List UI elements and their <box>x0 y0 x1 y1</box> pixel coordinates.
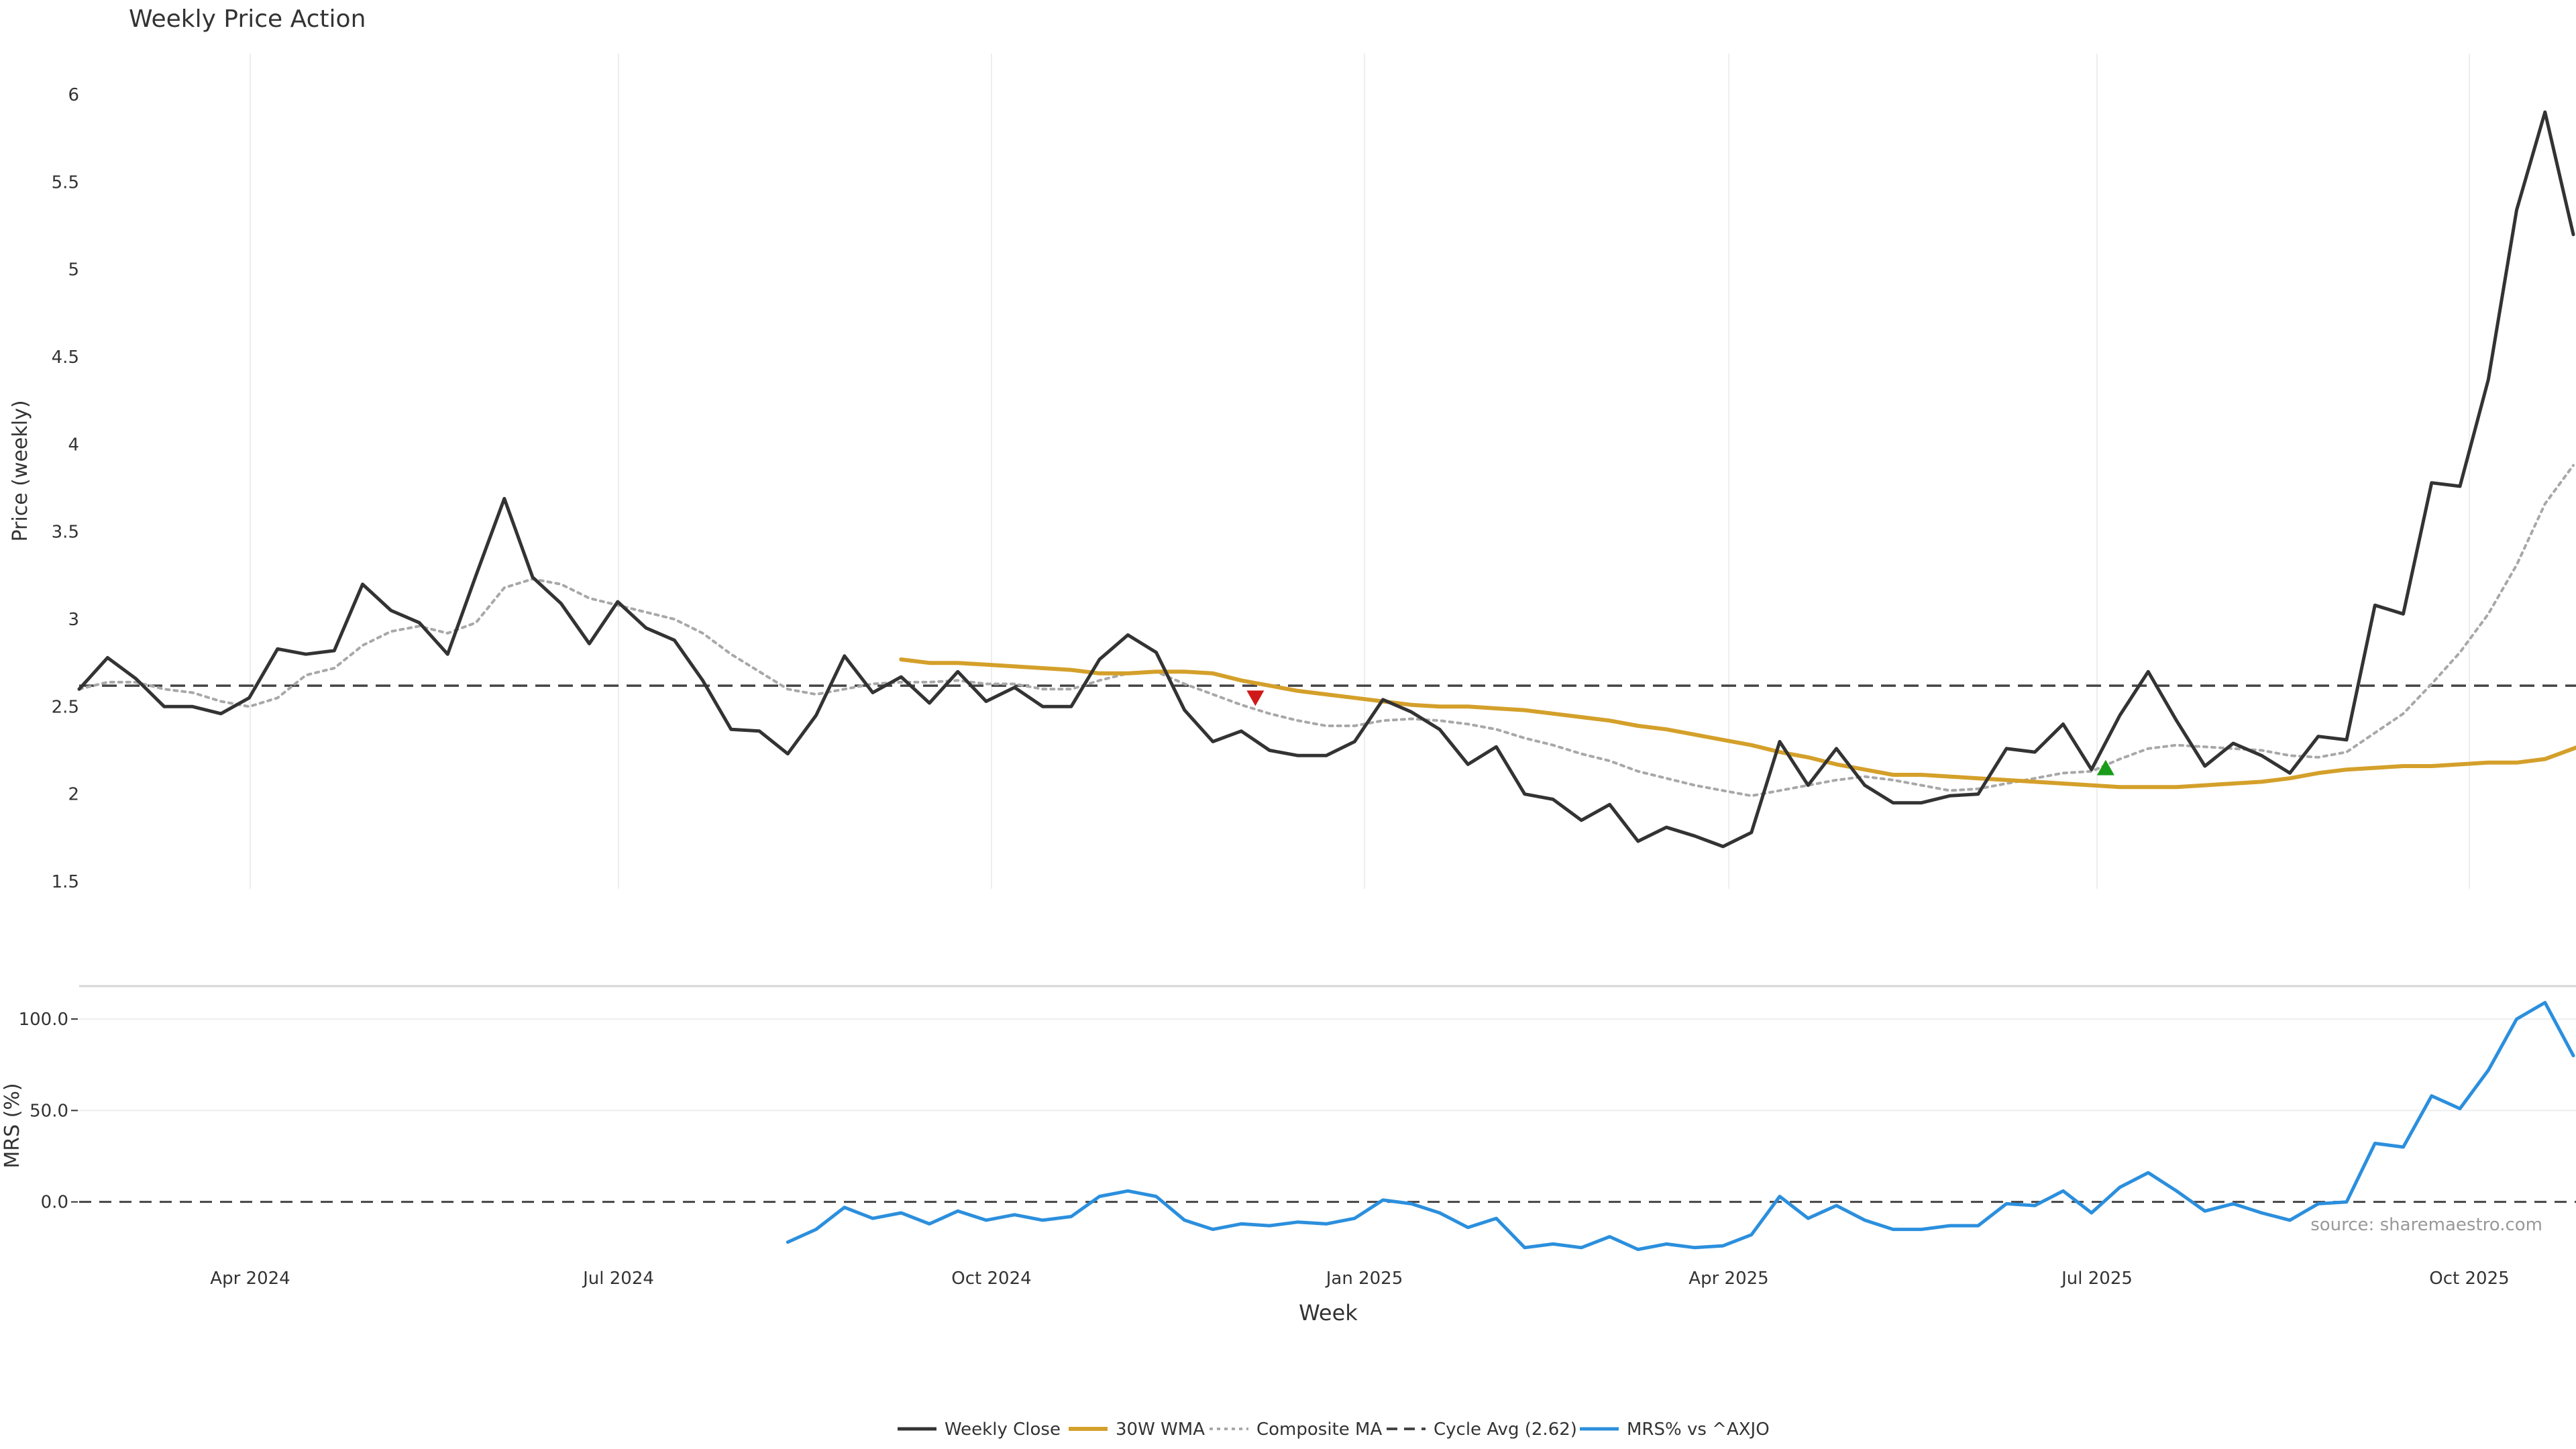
mrs-series <box>79 1001 2576 1251</box>
legend-label-weekly-close: Weekly Close <box>945 1419 1061 1440</box>
price-y-tick-label: 4 <box>68 435 79 455</box>
price-y-tick-label: 3.5 <box>52 523 79 543</box>
mrs-panel: 100.0 50.0 0.0 MRS (%) source: sharemaestr… <box>1 1001 2576 1251</box>
x-ticks: Apr 2024 Jul 2024 Oct 2024 Jan 2025 Apr 2025… <box>210 1269 2509 1289</box>
sell-signal-marker <box>1246 690 1265 706</box>
mrs-y-ticks: 100.0 50.0 0.0 <box>19 1010 78 1213</box>
x-tick-label: Jan 2025 <box>1325 1269 1403 1289</box>
price-y-tick-label: 1.5 <box>52 872 79 892</box>
series-line-30w-wma <box>899 657 2576 790</box>
price-y-axis-label: Price (weekly) <box>9 400 32 541</box>
x-tick-label: Apr 2025 <box>1688 1269 1768 1289</box>
source-annotation: source: sharemaestro.com <box>2310 1215 2542 1235</box>
price-y-tick-label: 5.5 <box>52 172 79 193</box>
legend: Weekly Close 30W WMA Composite MA Cycle Avg… <box>898 1419 1770 1440</box>
price-y-tick-label: 2 <box>68 785 79 805</box>
price-y-ticks: 1.5 2 2.5 3 3.5 4 4.5 5 5.5 6 <box>52 85 79 892</box>
x-tick-label: Oct 2025 <box>2429 1269 2509 1289</box>
price-panel: 1.5 2 2.5 3 3.5 4 4.5 5 5.5 6 Price (weekly) <box>9 54 2576 892</box>
mrs-y-axis-label: MRS (%) <box>1 1083 24 1168</box>
x-tick-label: Oct 2024 <box>951 1269 1031 1289</box>
price-y-tick-label: 4.5 <box>52 347 79 368</box>
x-axis-label: Week <box>1299 1300 1358 1326</box>
x-tick-label: Jul 2024 <box>582 1269 654 1289</box>
price-y-tick-label: 2.5 <box>52 697 79 717</box>
series-line-mrs-vs-axjo <box>786 1001 2575 1251</box>
x-tick-label: Jul 2025 <box>2060 1269 2133 1289</box>
chart-title: Weekly Price Action <box>129 5 366 33</box>
series-line-composite-ma <box>78 464 2575 798</box>
legend-label-30w-wma: 30W WMA <box>1116 1419 1205 1440</box>
legend-label-composite-ma: Composite MA <box>1256 1419 1382 1440</box>
price-y-tick-label: 3 <box>68 610 79 630</box>
series-line-weekly-close <box>77 110 2575 849</box>
buy-signal-marker <box>2096 759 2114 775</box>
x-tick-label: Apr 2024 <box>210 1269 290 1289</box>
price-series <box>77 110 2576 849</box>
mrs-y-tick-label: 50.0 <box>30 1101 68 1121</box>
legend-label-mrs-vs-axjo: MRS% vs ^AXJO <box>1627 1419 1770 1440</box>
price-grid <box>250 54 2470 889</box>
price-y-tick-label: 6 <box>68 85 79 105</box>
legend-label-cycle-avg-2-62: Cycle Avg (2.62) <box>1434 1419 1577 1440</box>
price-y-tick-label: 5 <box>68 260 79 280</box>
mrs-grid <box>79 1018 2576 1112</box>
mrs-y-tick-label: 100.0 <box>19 1010 68 1030</box>
signal-markers <box>1246 690 2114 775</box>
mrs-y-tick-label: 0.0 <box>41 1193 68 1213</box>
